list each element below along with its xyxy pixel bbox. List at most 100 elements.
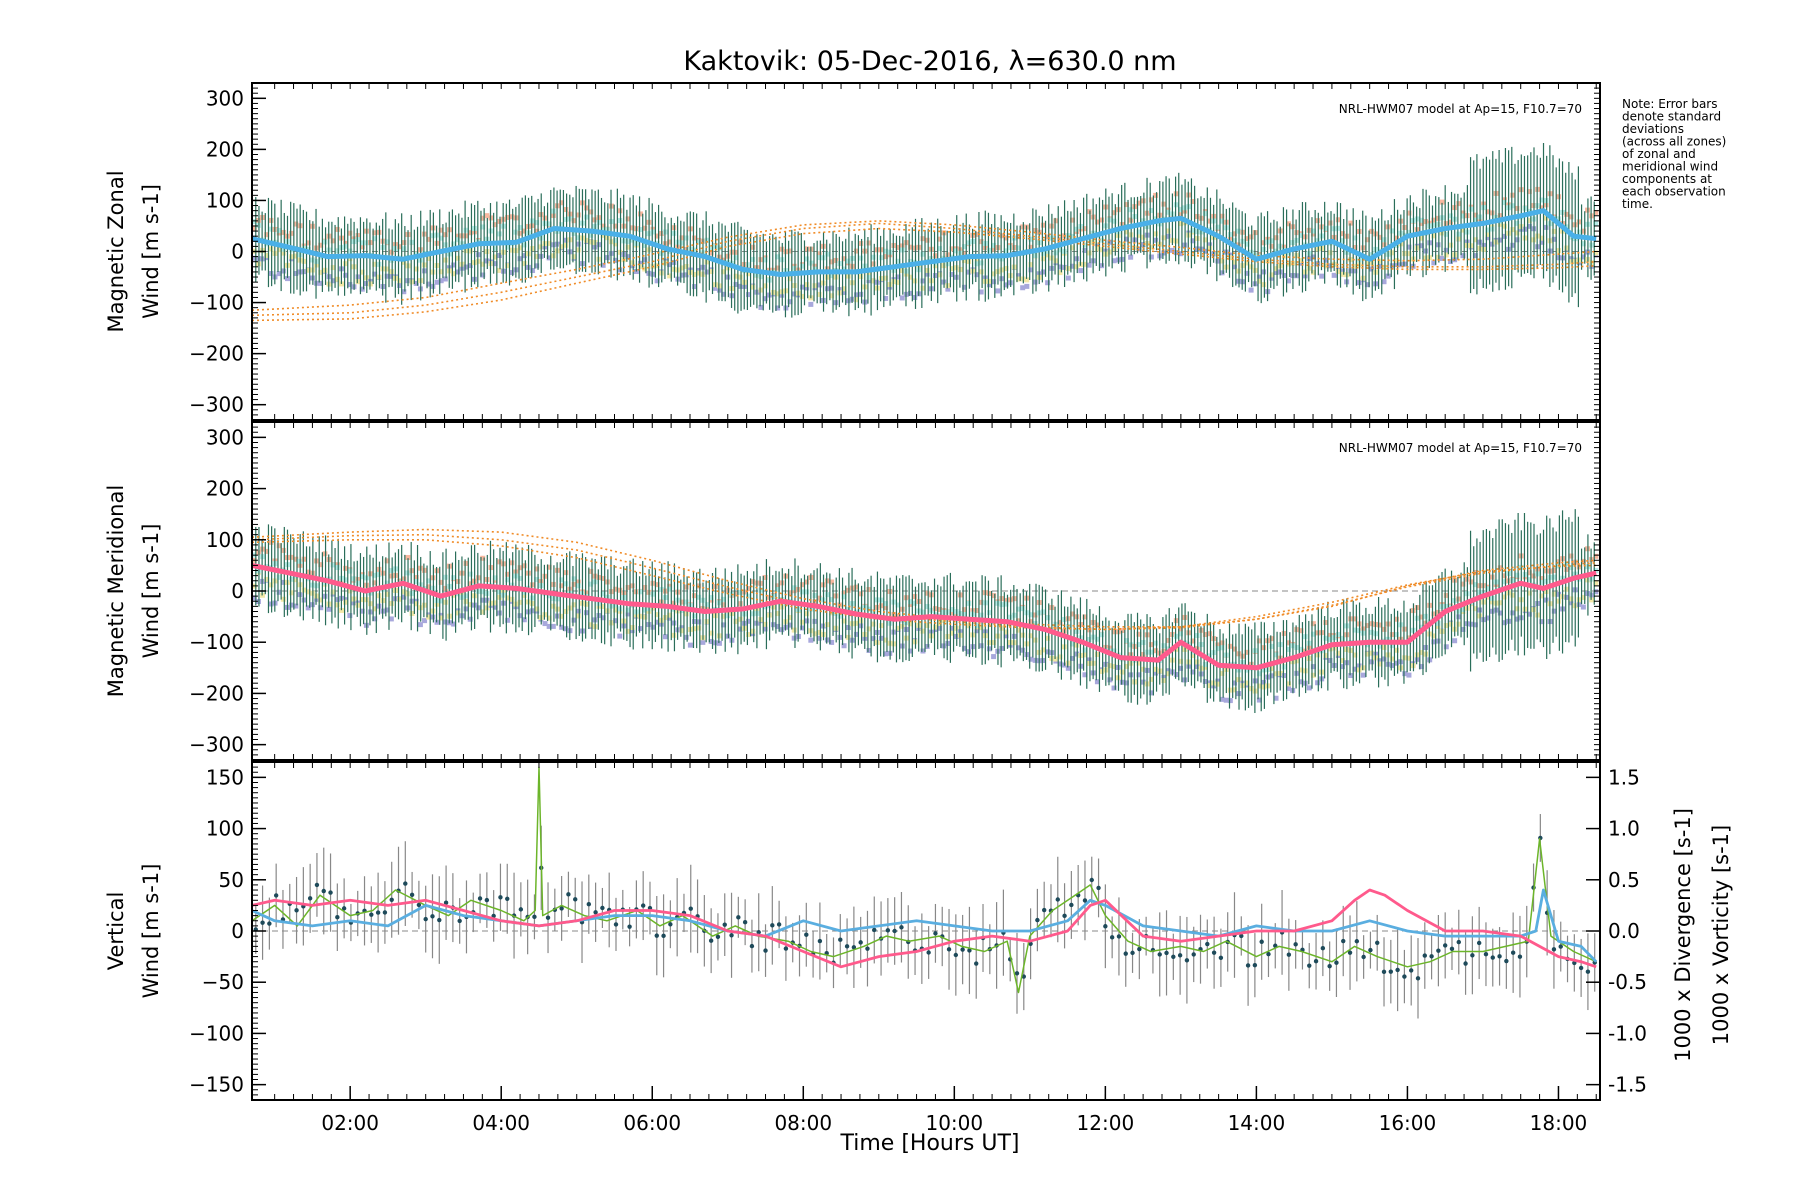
zone-point xyxy=(1406,210,1412,216)
zone-point xyxy=(1040,647,1046,653)
zone-point xyxy=(1190,638,1196,644)
zone-point xyxy=(808,637,814,643)
zone-point xyxy=(812,266,818,272)
panels: NRL-HWM07 model at Ap=15, F10.7=70−300−2… xyxy=(104,82,1733,1135)
vertical-point xyxy=(314,882,320,888)
zone-point xyxy=(438,269,444,275)
zone-point xyxy=(330,265,336,271)
model-curve xyxy=(251,227,1597,322)
vertical-point xyxy=(1123,951,1128,956)
zone-point xyxy=(305,267,311,273)
zone-point xyxy=(974,628,980,634)
zone-point xyxy=(496,231,502,237)
zone-point xyxy=(1261,679,1267,685)
zone-point xyxy=(442,257,448,263)
zone-point xyxy=(908,621,914,627)
zone-point xyxy=(1335,217,1341,223)
zone-point xyxy=(878,247,884,253)
y-tick-label: 0 xyxy=(231,919,244,943)
zone-point xyxy=(1082,226,1088,232)
zone-point xyxy=(878,255,884,261)
zone-point xyxy=(1140,218,1146,224)
zone-point xyxy=(908,290,914,296)
zone-point xyxy=(293,603,299,609)
zone-point xyxy=(1227,235,1233,241)
zone-point xyxy=(334,597,340,603)
zone-point xyxy=(1256,638,1262,644)
vertical-point xyxy=(437,917,442,923)
zone-point xyxy=(816,595,822,601)
zone-point xyxy=(1227,643,1233,649)
zone-point xyxy=(708,250,714,256)
vertical-point xyxy=(1239,933,1244,939)
zone-point xyxy=(1568,259,1574,265)
zone-point xyxy=(824,251,830,257)
zone-point xyxy=(746,292,752,298)
zone-point xyxy=(1003,235,1009,241)
zone-point xyxy=(1294,273,1300,279)
zone-point xyxy=(368,590,374,596)
zone-point xyxy=(1443,221,1449,227)
zone-point xyxy=(845,587,851,593)
zone-point xyxy=(1045,234,1051,240)
vertical-point xyxy=(505,896,510,901)
zone-point xyxy=(1402,671,1408,677)
zone-point xyxy=(1003,629,1009,635)
zone-point xyxy=(1281,630,1287,636)
zone-point xyxy=(920,278,926,284)
zone-point xyxy=(629,583,635,589)
zone-point xyxy=(679,628,685,634)
zone-point xyxy=(600,591,606,597)
zone-point xyxy=(883,601,889,607)
zone-point xyxy=(584,601,590,607)
zone-point xyxy=(708,639,714,645)
zone-point xyxy=(1124,236,1130,242)
zone-point xyxy=(974,623,980,629)
zone-point xyxy=(1285,685,1291,691)
zone-point xyxy=(1285,647,1291,653)
zone-point xyxy=(1256,683,1262,689)
zone-point xyxy=(496,594,502,600)
zone-point xyxy=(1177,221,1183,227)
zone-point xyxy=(1194,633,1200,639)
model-curve xyxy=(251,533,1597,631)
vertical-point xyxy=(1388,969,1394,974)
vertical-point xyxy=(1476,940,1482,946)
zone-point xyxy=(638,613,644,619)
zone-point xyxy=(1564,586,1570,592)
zone-point xyxy=(654,612,660,618)
zone-point xyxy=(330,278,336,284)
zone-point xyxy=(1310,621,1316,627)
zone-point xyxy=(476,258,482,264)
zone-point xyxy=(409,610,415,616)
vertical-point xyxy=(1014,971,1020,976)
zone-point xyxy=(559,200,565,206)
zone-point xyxy=(1107,645,1113,651)
zone-point xyxy=(891,243,897,249)
zone-point xyxy=(588,209,594,215)
zone-point xyxy=(841,618,847,624)
vertical-point xyxy=(1164,950,1169,956)
zone-point xyxy=(318,280,324,286)
zone-point xyxy=(800,293,806,299)
zone-point xyxy=(999,267,1005,273)
zone-point xyxy=(521,617,527,623)
zone-point xyxy=(550,623,556,629)
zone-point xyxy=(1576,564,1582,570)
zone-point xyxy=(1294,658,1300,664)
zone-point xyxy=(696,239,702,245)
zone-point xyxy=(1281,253,1287,259)
zone-point xyxy=(1136,246,1142,252)
zone-point xyxy=(629,237,635,243)
zone-point xyxy=(1148,197,1154,203)
zone-point xyxy=(1501,233,1507,239)
zone-point xyxy=(1526,189,1532,195)
zone-point xyxy=(1348,268,1354,274)
zone-point xyxy=(1323,635,1329,641)
zone-point xyxy=(1393,647,1399,653)
zone-point xyxy=(455,269,461,275)
vertical-point xyxy=(1442,943,1448,948)
zone-point xyxy=(1402,626,1408,632)
zone-point xyxy=(1240,279,1246,285)
zone-point xyxy=(721,269,727,275)
